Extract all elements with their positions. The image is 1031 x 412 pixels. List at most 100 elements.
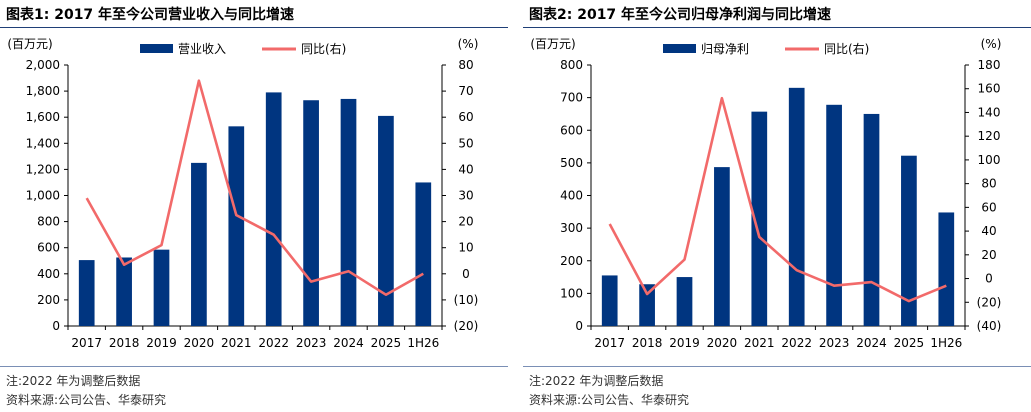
x-tick-label: 2023 xyxy=(819,336,850,350)
right-tick-label: 20 xyxy=(458,215,473,229)
left-tick-label: 200 xyxy=(560,254,583,268)
right-tick-label: 10 xyxy=(458,241,473,255)
right-tick-label: (20) xyxy=(977,295,1002,309)
right-tick-label: 60 xyxy=(458,110,473,124)
x-tick-label: 1H26 xyxy=(407,336,439,350)
left-tick-label: 100 xyxy=(560,286,583,300)
bar xyxy=(265,92,282,326)
x-tick-label: 2018 xyxy=(632,336,663,350)
right-tick-label: 50 xyxy=(458,136,473,150)
x-tick-label: 2025 xyxy=(894,336,925,350)
bar xyxy=(751,111,768,326)
chart-source: 资料来源:公司公告、华泰研究 xyxy=(6,393,167,407)
left-axis-unit: (百万元) xyxy=(7,37,52,51)
right-tick-label: 70 xyxy=(458,84,473,98)
left-tick-label: 0 xyxy=(52,319,60,333)
chart-source: 资料来源:公司公告、华泰研究 xyxy=(529,393,690,407)
legend-label: 同比(右) xyxy=(301,41,346,56)
left-tick-label: 600 xyxy=(37,241,60,255)
bar xyxy=(191,162,207,326)
right-tick-label: 80 xyxy=(458,58,473,72)
left-tick-label: 1,800 xyxy=(26,84,60,98)
bar xyxy=(378,115,394,327)
left-tick-label: 400 xyxy=(560,189,583,203)
legend: 归母净利 同比(右) xyxy=(663,41,869,56)
legend-label: 营业收入 xyxy=(178,42,226,56)
bar xyxy=(938,212,955,326)
bar xyxy=(676,277,693,326)
legend-bar-swatch xyxy=(663,44,696,53)
left-tick-label: 1,200 xyxy=(26,162,60,176)
bar xyxy=(639,284,655,326)
title-rule xyxy=(523,27,1031,28)
x-tick-label: 2024 xyxy=(856,336,887,350)
x-tick-label: 2018 xyxy=(109,336,140,350)
yoy-growth-line xyxy=(608,96,947,303)
x-tick-label: 2017 xyxy=(71,336,102,350)
bar xyxy=(714,167,730,326)
bar xyxy=(826,104,842,327)
left-tick-label: 0 xyxy=(575,319,583,333)
left-tick-label: 800 xyxy=(37,215,60,229)
right-tick-label: 60 xyxy=(981,200,996,214)
right-tick-label: 80 xyxy=(981,177,996,191)
left-tick-label: 600 xyxy=(560,123,583,137)
left-tick-label: 200 xyxy=(37,293,60,307)
legend-bar-swatch xyxy=(140,44,173,53)
left-tick-label: 700 xyxy=(560,91,583,105)
legend-label: 同比(右) xyxy=(824,41,869,56)
chart-title: 图表1: 2017 年至今公司营业收入与同比增速 xyxy=(6,7,295,23)
x-tick-label: 2023 xyxy=(296,336,327,350)
x-tick-label: 2021 xyxy=(744,336,775,350)
bar xyxy=(863,113,880,326)
right-tick-label: 30 xyxy=(458,189,473,203)
right-tick-label: 0 xyxy=(985,272,993,286)
bar xyxy=(901,155,917,326)
left-tick-label: 1,400 xyxy=(26,136,60,150)
x-tick-label: 2022 xyxy=(781,336,812,350)
right-tick-label: 140 xyxy=(978,105,1001,119)
left-tick-label: 1,600 xyxy=(26,110,60,124)
net-profit-chart: (百万元) (%)归母净利 同比(右)01002003004005006007008… xyxy=(530,37,1002,350)
right-tick-label: 20 xyxy=(981,248,996,262)
left-tick-label: 2,000 xyxy=(26,58,60,72)
bar xyxy=(340,98,357,327)
x-tick-label: 2022 xyxy=(258,336,289,350)
right-tick-label: (10) xyxy=(454,293,479,307)
right-tick-label: 40 xyxy=(458,162,473,176)
footer-rule xyxy=(523,366,1031,367)
right-tick-label: 100 xyxy=(978,153,1001,167)
revenue-chart: (百万元) (%)营业收入 同比(右)02004006008001,0001,200… xyxy=(7,37,479,350)
bar xyxy=(601,275,618,326)
x-tick-label: 2019 xyxy=(146,336,177,350)
bar xyxy=(303,100,319,326)
chart-note: 注:2022 年为调整后数据 xyxy=(6,374,141,388)
right-tick-label: (40) xyxy=(977,319,1002,333)
right-tick-label: (20) xyxy=(454,319,479,333)
right-tick-label: 40 xyxy=(981,224,996,238)
x-tick-label: 1H26 xyxy=(930,336,962,350)
x-tick-label: 2021 xyxy=(221,336,252,350)
left-tick-label: 300 xyxy=(560,221,583,235)
right-axis-unit: (%) xyxy=(458,37,479,51)
bar xyxy=(78,260,95,326)
chart-note: 注:2022 年为调整后数据 xyxy=(529,374,664,388)
bar xyxy=(228,126,245,327)
right-tick-label: 120 xyxy=(978,129,1001,143)
x-tick-label: 2020 xyxy=(184,336,215,350)
right-tick-label: 160 xyxy=(978,82,1001,96)
left-tick-label: 500 xyxy=(560,156,583,170)
x-tick-label: 2020 xyxy=(707,336,738,350)
right-tick-label: 180 xyxy=(978,58,1001,72)
bar xyxy=(116,257,132,326)
chart-panel-net-profit: 图表2: 2017 年至今公司归母净利润与同比增速 (百万元) (%) 归母净利 同比… xyxy=(523,0,1031,412)
bar xyxy=(415,182,432,326)
x-tick-label: 2024 xyxy=(333,336,364,350)
right-tick-label: 0 xyxy=(462,267,470,281)
title-rule xyxy=(0,27,508,28)
chart-panel-revenue: 图表1: 2017 年至今公司营业收入与同比增速 (百万元) (%) 营业收入 同比(… xyxy=(0,0,508,412)
footer-rule xyxy=(0,366,508,367)
bar xyxy=(788,87,805,327)
left-tick-label: 800 xyxy=(560,58,583,72)
left-tick-label: 400 xyxy=(37,267,60,281)
